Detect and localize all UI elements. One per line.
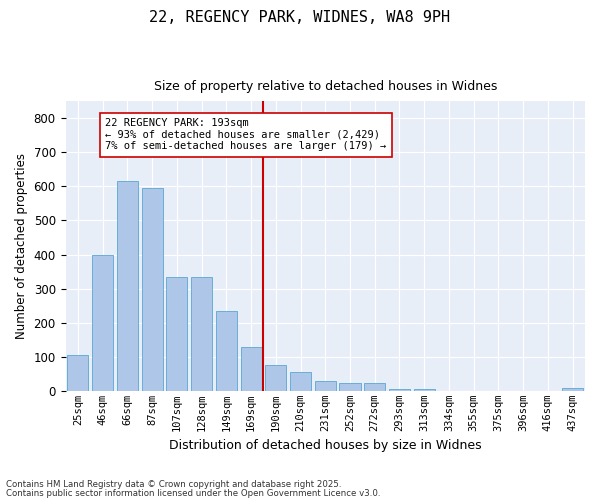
Title: Size of property relative to detached houses in Widnes: Size of property relative to detached ho…: [154, 80, 497, 93]
Bar: [142, 188, 163, 391]
Bar: [562, 388, 583, 391]
Bar: [191, 276, 212, 391]
Bar: [340, 384, 361, 391]
Text: Contains public sector information licensed under the Open Government Licence v3: Contains public sector information licen…: [6, 489, 380, 498]
X-axis label: Distribution of detached houses by size in Widnes: Distribution of detached houses by size …: [169, 440, 482, 452]
Y-axis label: Number of detached properties: Number of detached properties: [15, 153, 28, 339]
Bar: [216, 311, 237, 391]
Bar: [290, 372, 311, 391]
Bar: [166, 276, 187, 391]
Text: 22 REGENCY PARK: 193sqm
← 93% of detached houses are smaller (2,429)
7% of semi-: 22 REGENCY PARK: 193sqm ← 93% of detache…: [105, 118, 386, 152]
Bar: [67, 355, 88, 391]
Bar: [92, 254, 113, 391]
Text: 22, REGENCY PARK, WIDNES, WA8 9PH: 22, REGENCY PARK, WIDNES, WA8 9PH: [149, 10, 451, 25]
Bar: [315, 380, 336, 391]
Bar: [265, 366, 286, 391]
Bar: [241, 346, 262, 391]
Bar: [389, 389, 410, 391]
Bar: [364, 384, 385, 391]
Bar: [117, 181, 138, 391]
Bar: [413, 389, 435, 391]
Text: Contains HM Land Registry data © Crown copyright and database right 2025.: Contains HM Land Registry data © Crown c…: [6, 480, 341, 489]
